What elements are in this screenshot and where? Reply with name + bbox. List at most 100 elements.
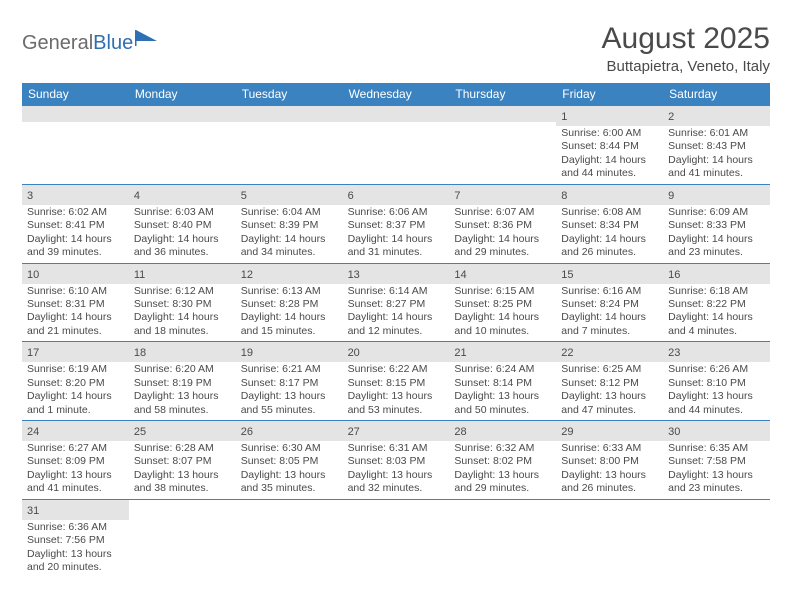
weekday-header: Wednesday <box>343 83 450 106</box>
day-body: Sunrise: 6:10 AMSunset: 8:31 PMDaylight:… <box>22 284 129 342</box>
daylight-text-2: and 53 minutes. <box>348 404 446 417</box>
day-body: Sunrise: 6:31 AMSunset: 8:03 PMDaylight:… <box>343 441 450 499</box>
day-number-bar: 30 <box>663 421 770 441</box>
logo-text-1: General <box>22 32 93 55</box>
sunset-text: Sunset: 7:56 PM <box>27 534 125 547</box>
daylight-text-1: Daylight: 13 hours <box>241 390 339 403</box>
day-body: Sunrise: 6:15 AMSunset: 8:25 PMDaylight:… <box>449 284 556 342</box>
empty-cell <box>236 500 343 578</box>
sunrise-text: Sunrise: 6:02 AM <box>27 206 125 219</box>
month-title: August 2025 <box>602 22 770 56</box>
day-body: Sunrise: 6:08 AMSunset: 8:34 PMDaylight:… <box>556 205 663 263</box>
daylight-text-2: and 26 minutes. <box>561 246 659 259</box>
daylight-text-1: Daylight: 13 hours <box>454 390 552 403</box>
day-cell: 30Sunrise: 6:35 AMSunset: 7:58 PMDayligh… <box>663 421 770 499</box>
daylight-text-2: and 26 minutes. <box>561 482 659 495</box>
daylight-text-1: Daylight: 13 hours <box>561 469 659 482</box>
week-row: 10Sunrise: 6:10 AMSunset: 8:31 PMDayligh… <box>22 264 770 343</box>
sunset-text: Sunset: 8:25 PM <box>454 298 552 311</box>
day-body: Sunrise: 6:07 AMSunset: 8:36 PMDaylight:… <box>449 205 556 263</box>
daylight-text-1: Daylight: 14 hours <box>27 311 125 324</box>
daylight-text-1: Daylight: 14 hours <box>134 311 232 324</box>
weekday-header: Thursday <box>449 83 556 106</box>
sunset-text: Sunset: 8:02 PM <box>454 455 552 468</box>
day-number: 5 <box>241 190 247 202</box>
daylight-text-2: and 34 minutes. <box>241 246 339 259</box>
day-number-bar: 4 <box>129 185 236 205</box>
day-body: Sunrise: 6:21 AMSunset: 8:17 PMDaylight:… <box>236 362 343 420</box>
day-number: 22 <box>561 347 573 359</box>
day-body: Sunrise: 6:25 AMSunset: 8:12 PMDaylight:… <box>556 362 663 420</box>
day-number-bar: 26 <box>236 421 343 441</box>
sunrise-text: Sunrise: 6:00 AM <box>561 127 659 140</box>
day-number: 1 <box>561 111 567 123</box>
daylight-text-2: and 29 minutes. <box>454 482 552 495</box>
daylight-text-1: Daylight: 14 hours <box>668 311 766 324</box>
sunset-text: Sunset: 8:40 PM <box>134 219 232 232</box>
day-body: Sunrise: 6:36 AMSunset: 7:56 PMDaylight:… <box>22 520 129 578</box>
daylight-text-1: Daylight: 13 hours <box>348 390 446 403</box>
daylight-text-1: Daylight: 14 hours <box>668 233 766 246</box>
day-body: Sunrise: 6:18 AMSunset: 8:22 PMDaylight:… <box>663 284 770 342</box>
sunset-text: Sunset: 8:36 PM <box>454 219 552 232</box>
sunset-text: Sunset: 8:09 PM <box>27 455 125 468</box>
sunrise-text: Sunrise: 6:15 AM <box>454 285 552 298</box>
day-number-bar-empty <box>236 106 343 122</box>
daylight-text-1: Daylight: 14 hours <box>27 233 125 246</box>
day-number-bar: 5 <box>236 185 343 205</box>
day-body: Sunrise: 6:27 AMSunset: 8:09 PMDaylight:… <box>22 441 129 499</box>
sunrise-text: Sunrise: 6:21 AM <box>241 363 339 376</box>
day-body: Sunrise: 6:03 AMSunset: 8:40 PMDaylight:… <box>129 205 236 263</box>
day-body: Sunrise: 6:26 AMSunset: 8:10 PMDaylight:… <box>663 362 770 420</box>
sunrise-text: Sunrise: 6:13 AM <box>241 285 339 298</box>
day-body: Sunrise: 6:00 AMSunset: 8:44 PMDaylight:… <box>556 126 663 184</box>
daylight-text-1: Daylight: 13 hours <box>134 469 232 482</box>
day-number-bar: 14 <box>449 264 556 284</box>
day-number-bar-empty <box>22 106 129 122</box>
day-number: 25 <box>134 426 146 438</box>
sunrise-text: Sunrise: 6:31 AM <box>348 442 446 455</box>
daylight-text-1: Daylight: 14 hours <box>561 311 659 324</box>
week-row: 31Sunrise: 6:36 AMSunset: 7:56 PMDayligh… <box>22 500 770 578</box>
day-cell: 23Sunrise: 6:26 AMSunset: 8:10 PMDayligh… <box>663 342 770 420</box>
logo-flag-icon <box>135 28 161 48</box>
logo-text-2: Blue <box>93 32 133 55</box>
week-row: 1 Sunrise: 6:00 AMSunset: 8:44 PMDaylight… <box>22 106 770 185</box>
empty-cell <box>343 106 450 184</box>
daylight-text-1: Daylight: 14 hours <box>454 233 552 246</box>
day-body: Sunrise: 6:32 AMSunset: 8:02 PMDaylight:… <box>449 441 556 499</box>
weekday-header: Friday <box>556 83 663 106</box>
daylight-text-1: Daylight: 13 hours <box>668 469 766 482</box>
daylight-text-2: and 23 minutes. <box>668 246 766 259</box>
day-cell: 26Sunrise: 6:30 AMSunset: 8:05 PMDayligh… <box>236 421 343 499</box>
sunrise-text: Sunrise: 6:22 AM <box>348 363 446 376</box>
daylight-text-2: and 23 minutes. <box>668 482 766 495</box>
day-number: 24 <box>27 426 39 438</box>
day-cell: 1 Sunrise: 6:00 AMSunset: 8:44 PMDaylight… <box>556 106 663 184</box>
daylight-text-2: and 44 minutes. <box>561 167 659 180</box>
day-cell: 4Sunrise: 6:03 AMSunset: 8:40 PMDaylight… <box>129 185 236 263</box>
day-number-bar: 12 <box>236 264 343 284</box>
empty-cell <box>22 106 129 184</box>
day-cell: 16Sunrise: 6:18 AMSunset: 8:22 PMDayligh… <box>663 264 770 342</box>
day-cell: 8Sunrise: 6:08 AMSunset: 8:34 PMDaylight… <box>556 185 663 263</box>
day-body: Sunrise: 6:04 AMSunset: 8:39 PMDaylight:… <box>236 205 343 263</box>
daylight-text-1: Daylight: 13 hours <box>27 469 125 482</box>
day-cell: 20Sunrise: 6:22 AMSunset: 8:15 PMDayligh… <box>343 342 450 420</box>
day-cell: 10Sunrise: 6:10 AMSunset: 8:31 PMDayligh… <box>22 264 129 342</box>
day-number: 26 <box>241 426 253 438</box>
day-body: Sunrise: 6:19 AMSunset: 8:20 PMDaylight:… <box>22 362 129 420</box>
day-body: Sunrise: 6:33 AMSunset: 8:00 PMDaylight:… <box>556 441 663 499</box>
day-number-bar-empty <box>129 106 236 122</box>
sunset-text: Sunset: 8:19 PM <box>134 377 232 390</box>
day-cell: 7Sunrise: 6:07 AMSunset: 8:36 PMDaylight… <box>449 185 556 263</box>
sunset-text: Sunset: 8:33 PM <box>668 219 766 232</box>
sunrise-text: Sunrise: 6:19 AM <box>27 363 125 376</box>
day-cell: 21Sunrise: 6:24 AMSunset: 8:14 PMDayligh… <box>449 342 556 420</box>
sunrise-text: Sunrise: 6:18 AM <box>668 285 766 298</box>
day-number-bar: 1 <box>556 106 663 126</box>
daylight-text-2: and 38 minutes. <box>134 482 232 495</box>
sunset-text: Sunset: 8:39 PM <box>241 219 339 232</box>
day-number-bar: 19 <box>236 342 343 362</box>
weekday-header: Monday <box>129 83 236 106</box>
